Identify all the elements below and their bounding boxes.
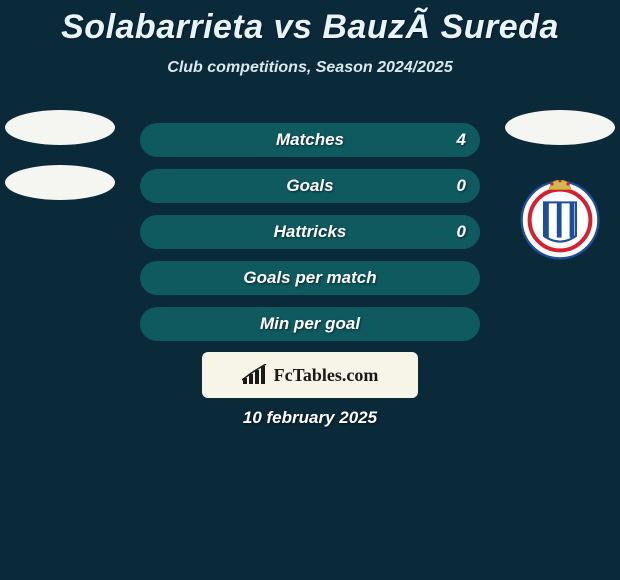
stat-value-right: 4 <box>457 130 466 150</box>
avatar-placeholder <box>5 110 115 145</box>
stat-label: Hattricks <box>274 222 347 242</box>
avatar-placeholder <box>505 110 615 145</box>
stat-value-right: 0 <box>457 222 466 242</box>
brand-text: FcTables.com <box>274 365 379 386</box>
right-player-panel <box>500 110 620 275</box>
brand-box[interactable]: FcTables.com <box>202 352 418 398</box>
stat-bar-goals: Goals 0 <box>140 169 480 203</box>
page-subtitle: Club competitions, Season 2024/2025 <box>0 59 620 77</box>
stat-bar-min-per-goal: Min per goal <box>140 307 480 341</box>
stat-label: Matches <box>276 130 344 150</box>
stats-column: Matches 4 Goals 0 Hattricks 0 Goals per … <box>140 123 480 341</box>
stat-value-right: 0 <box>457 176 466 196</box>
stat-label: Goals <box>286 176 333 196</box>
stat-bar-hattricks: Hattricks 0 <box>140 215 480 249</box>
club-badge-espanyol <box>505 165 615 275</box>
stat-bar-goals-per-match: Goals per match <box>140 261 480 295</box>
stat-label: Min per goal <box>260 314 360 334</box>
stat-label: Goals per match <box>243 268 376 288</box>
left-player-panel <box>0 110 120 220</box>
stat-bar-matches: Matches 4 <box>140 123 480 157</box>
page-title: Solabarrieta vs BauzÃ Sureda <box>0 0 620 47</box>
club-badge-placeholder <box>5 165 115 200</box>
espanyol-crest-icon <box>520 180 600 260</box>
bar-chart-icon <box>242 364 268 386</box>
date-line: 10 february 2025 <box>0 408 620 428</box>
